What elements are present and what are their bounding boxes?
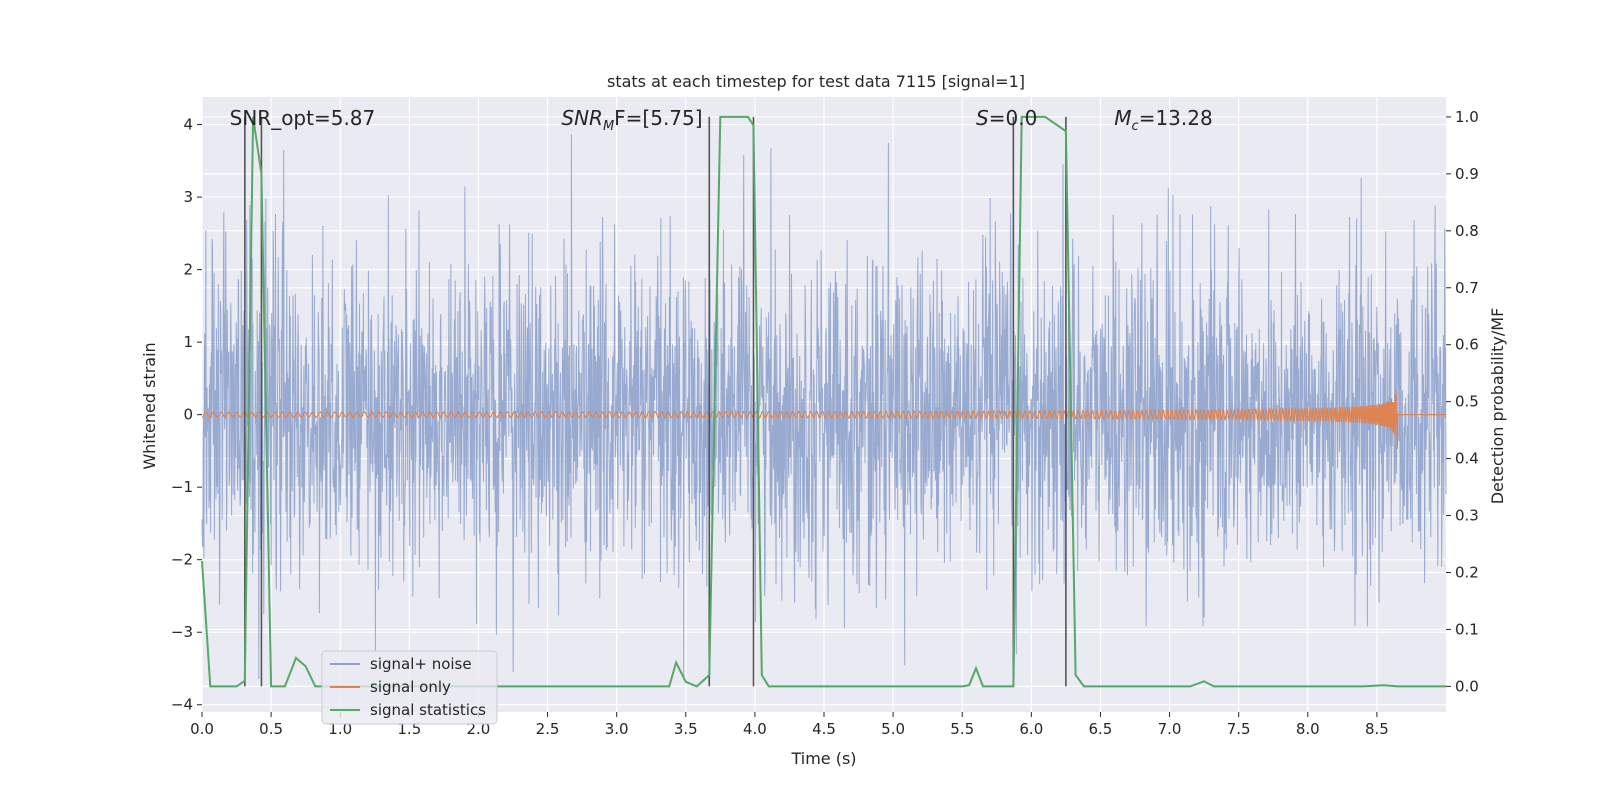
y-right-tick-label-0: 0.0	[1455, 677, 1479, 695]
x-tick-label-1: 0.5	[259, 720, 283, 738]
x-tick-label-8: 4.0	[743, 720, 767, 738]
y-right-tick-label-10: 1.0	[1455, 108, 1479, 126]
annotation-snr_mf-sub: M	[603, 119, 614, 134]
y-axis-label: Whitened strain	[140, 342, 159, 469]
series-signal-statistics	[201, 115, 1446, 688]
legend: signal+ noise signal only signal statistic…	[321, 650, 498, 725]
y-right-tick-label-4: 0.4	[1455, 450, 1479, 468]
annotation-mc-main: M	[1114, 106, 1131, 130]
x-tick-label-14: 7.0	[1158, 720, 1182, 738]
y-right-tick-label-1: 0.1	[1455, 620, 1479, 638]
y-right-tick-label-9: 0.9	[1455, 165, 1479, 183]
chart-title: stats at each timestep for test data 711…	[607, 72, 1025, 91]
series-signal-noise	[201, 134, 1447, 681]
x-tick-label-17: 8.5	[1365, 720, 1389, 738]
signal-only-line	[201, 390, 1446, 449]
y-tick-label-6: 2	[183, 261, 193, 279]
y-axis-right: 0.0 0.1 0.2 0.3 0.4 0.5 0.6 0.7 0.8 0.9 1.0	[1446, 108, 1479, 695]
legend-label-0: signal+ noise	[370, 655, 472, 673]
y-right-tick-label-5: 0.5	[1455, 393, 1479, 411]
y-tick-label-2: −2	[171, 551, 193, 569]
x-tick-label-13: 6.5	[1089, 720, 1113, 738]
vertical-markers	[244, 116, 1067, 687]
y-tick-label-8: 4	[183, 116, 193, 134]
x-tick-label-0: 0.0	[190, 720, 214, 738]
annotation-s: S=0.0	[976, 106, 1037, 130]
legend-label-2: signal statistics	[370, 701, 486, 719]
x-tick-label-12: 6.0	[1019, 720, 1043, 738]
signal-noise-line	[201, 134, 1447, 681]
y-tick-label-7: 3	[183, 188, 193, 206]
annotation-mc-rest: =13.28	[1139, 106, 1213, 130]
y-right-tick-label-8: 0.8	[1455, 222, 1479, 240]
annotation-mc: Mc=13.28	[1114, 106, 1212, 134]
y-axis-right-label: Detection probability/MF	[1488, 308, 1507, 505]
y-tick-label-0: −4	[171, 696, 193, 714]
annotation-mc-sub: c	[1132, 119, 1139, 134]
x-tick-label-11: 5.5	[950, 720, 974, 738]
x-tick-label-6: 3.0	[605, 720, 629, 738]
x-tick-label-9: 4.5	[812, 720, 836, 738]
y-right-tick-label-3: 0.3	[1455, 507, 1479, 525]
y-axis-left: −4 −3 −2 −1 0 1 2 3 4	[171, 116, 202, 714]
annotation-snr_mf-main: SNR	[561, 106, 603, 130]
legend-label-1: signal only	[370, 678, 451, 696]
y-tick-label-1: −3	[171, 623, 193, 641]
y-right-tick-label-2: 0.2	[1455, 563, 1479, 581]
annotations: SNR_opt=5.87 SNRMF=[5.75] S=0.0 Mc=13.28	[230, 106, 1213, 134]
x-tick-label-5: 2.5	[536, 720, 560, 738]
y-right-tick-label-6: 0.6	[1455, 336, 1479, 354]
x-tick-label-15: 7.5	[1227, 720, 1251, 738]
x-axis: 0.0 0.5 1.0 1.5 2.0 2.5 3.0 3.5 4.0 4.5 5.0 5.5 6.0 6…	[190, 712, 1389, 738]
y-right-tick-label-7: 0.7	[1455, 279, 1479, 297]
y-tick-label-4: 0	[183, 406, 193, 424]
legend-box	[321, 650, 498, 725]
annotation-snr_mf: SNRMF=[5.75]	[561, 106, 702, 134]
series-signal-only	[201, 390, 1446, 449]
annotation-snr_opt: SNR_opt=5.87	[230, 106, 376, 130]
annotation-s-main: S	[976, 106, 989, 130]
x-axis-label: Time (s)	[790, 749, 856, 768]
signal-statistics-line	[201, 115, 1446, 688]
x-tick-label-16: 8.0	[1296, 720, 1320, 738]
x-tick-label-10: 5.0	[881, 720, 905, 738]
y-tick-label-3: −1	[171, 478, 193, 496]
annotation-s-rest: =0.0	[989, 106, 1038, 130]
y-tick-label-5: 1	[183, 333, 193, 351]
x-tick-label-7: 3.5	[674, 720, 698, 738]
annotation-snr_mf-rest: F=[5.75]	[614, 106, 702, 130]
